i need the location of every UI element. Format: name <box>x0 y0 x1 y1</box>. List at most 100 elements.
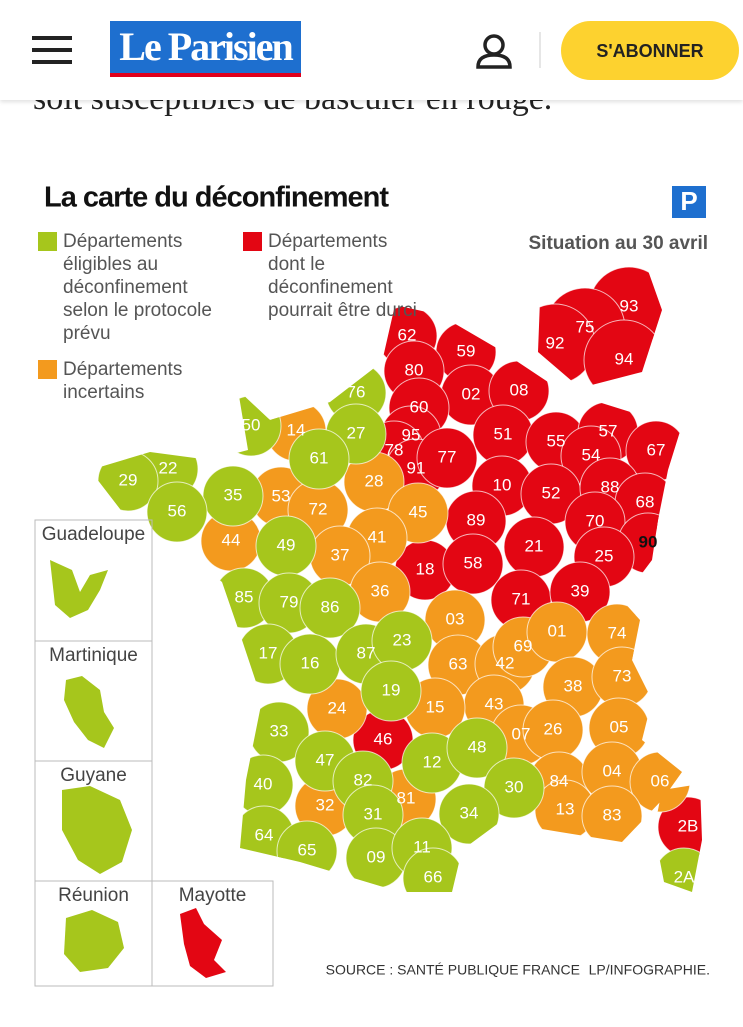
map-date: Situation au 30 avril <box>529 233 709 254</box>
department-label: 52 <box>542 483 561 502</box>
department-label: 82 <box>354 770 373 789</box>
department-label: 17 <box>259 643 278 662</box>
department-label: 61 <box>310 448 329 467</box>
header-icons <box>476 32 541 69</box>
department-label: 43 <box>485 694 504 713</box>
department-label: 32 <box>316 795 335 814</box>
legend-label: Départements dont le déconfinement pourr… <box>268 231 417 321</box>
overseas: Guadeloupe Martinique Guyane Réunion Mayotte <box>34 519 274 987</box>
department-label: 84 <box>550 771 569 790</box>
overseas-label: Mayotte <box>179 885 247 906</box>
department-label: 37 <box>331 545 350 564</box>
department-label: 06 <box>651 771 670 790</box>
department-label: 22 <box>159 458 178 477</box>
department-label: 93 <box>620 296 639 315</box>
department-label: 02 <box>462 384 481 403</box>
paris-inset <box>538 266 662 388</box>
department-label: 05 <box>610 717 629 736</box>
department-area <box>442 533 504 595</box>
department-label: 36 <box>371 581 390 600</box>
department-area <box>360 660 422 722</box>
department-label: 26 <box>544 719 563 738</box>
department-label: 55 <box>547 431 566 450</box>
department-label: 28 <box>365 471 384 490</box>
overseas-label: Guyane <box>60 765 127 786</box>
department-area <box>288 428 350 490</box>
department-label: 47 <box>316 750 335 769</box>
department-label: 65 <box>298 840 317 859</box>
mainland <box>97 305 702 892</box>
overseas-area <box>50 560 108 618</box>
department-label: 72 <box>309 499 328 518</box>
department-area <box>416 427 478 489</box>
subscribe-button[interactable]: S'ABONNER <box>561 21 739 80</box>
department-label: 87 <box>357 643 376 662</box>
credit: LP/INFOGRAPHIE. <box>589 962 710 978</box>
department-label: 31 <box>364 804 383 823</box>
department-label: 07 <box>512 724 531 743</box>
department-label: 13 <box>556 799 575 818</box>
menu-button[interactable] <box>28 30 76 70</box>
department-label: 12 <box>423 752 442 771</box>
department-label: 04 <box>603 761 622 780</box>
department-area <box>202 465 264 527</box>
department-label: 90 <box>639 532 658 551</box>
department-label: 48 <box>468 737 487 756</box>
department-label: 27 <box>347 423 366 442</box>
icon <box>32 36 72 40</box>
logo[interactable]: Le Parisien <box>110 21 301 77</box>
department-label: 80 <box>405 360 424 379</box>
department-label: 19 <box>382 680 401 699</box>
department-area <box>299 577 361 639</box>
icon <box>32 48 72 52</box>
department-area <box>438 783 500 845</box>
department-label: 56 <box>168 501 187 520</box>
department-label: 92 <box>546 333 565 352</box>
department-label: 30 <box>505 777 524 796</box>
department-label: 95 <box>402 425 421 444</box>
department-label: 69 <box>514 636 533 655</box>
overseas-label: Martinique <box>49 645 138 666</box>
department-label: 64 <box>255 825 274 844</box>
department-label: 53 <box>272 486 291 505</box>
department-label: 91 <box>407 458 426 477</box>
department-label: 57 <box>599 421 618 440</box>
department-area <box>446 717 508 779</box>
department-label: 83 <box>603 805 622 824</box>
department-label: 25 <box>595 546 614 565</box>
department-label: 63 <box>449 654 468 673</box>
department-label: 10 <box>493 475 512 494</box>
department-label: 49 <box>277 535 296 554</box>
legend-swatch <box>38 360 57 379</box>
overseas-area <box>64 910 124 972</box>
department-label: 62 <box>398 325 417 344</box>
legend-swatch <box>243 232 262 251</box>
legend-label: Départements incertains <box>63 359 183 403</box>
map-title: La carte du déconfinement <box>44 182 389 214</box>
department-label: 46 <box>374 729 393 748</box>
department-label: 40 <box>254 774 273 793</box>
department-label: 15 <box>426 697 445 716</box>
department-label: 21 <box>525 536 544 555</box>
department-label: 74 <box>608 623 627 642</box>
brand-logo-text: P <box>680 186 697 216</box>
department-label: 33 <box>270 721 289 740</box>
department-label: 35 <box>224 485 243 504</box>
source: SOURCE : SANTÉ PUBLIQUE FRANCE <box>326 962 580 978</box>
icon <box>32 60 72 64</box>
department-label: 11 <box>413 837 431 856</box>
department-label: 41 <box>368 527 387 546</box>
department-label: 03 <box>446 609 465 628</box>
department-label: 09 <box>367 847 386 866</box>
account-icon[interactable] <box>476 34 512 69</box>
department-label: 75 <box>576 317 595 336</box>
department-label: 39 <box>571 581 590 600</box>
department-label: 88 <box>601 477 620 496</box>
department-label: 58 <box>464 553 483 572</box>
department-label: 08 <box>510 380 529 399</box>
department-label: 23 <box>393 630 412 649</box>
department-label: 54 <box>582 445 601 464</box>
